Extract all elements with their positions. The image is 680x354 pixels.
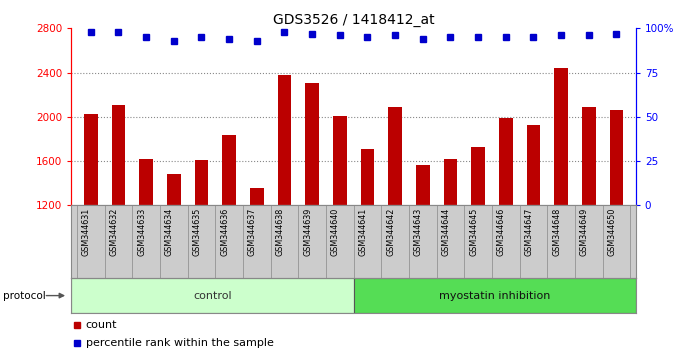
Text: GSM344633: GSM344633 bbox=[137, 207, 146, 256]
Bar bbox=[250, 188, 264, 205]
Bar bbox=[167, 174, 181, 205]
Bar bbox=[354, 278, 636, 313]
Text: count: count bbox=[86, 320, 117, 330]
Text: GSM344634: GSM344634 bbox=[165, 207, 174, 256]
Text: percentile rank within the sample: percentile rank within the sample bbox=[86, 338, 273, 348]
Bar bbox=[222, 135, 236, 205]
Text: GSM344635: GSM344635 bbox=[192, 207, 201, 256]
Text: GSM344648: GSM344648 bbox=[552, 207, 561, 256]
Text: GSM344645: GSM344645 bbox=[469, 207, 478, 256]
Bar bbox=[360, 149, 375, 205]
Text: GSM344649: GSM344649 bbox=[580, 207, 589, 256]
Text: GSM344637: GSM344637 bbox=[248, 207, 257, 256]
Bar bbox=[277, 75, 291, 205]
Text: GSM344650: GSM344650 bbox=[607, 207, 617, 256]
Text: GSM344631: GSM344631 bbox=[82, 207, 90, 256]
Text: GSM344642: GSM344642 bbox=[386, 207, 395, 256]
Bar bbox=[305, 82, 319, 205]
Text: GSM344644: GSM344644 bbox=[441, 207, 450, 256]
Bar bbox=[139, 159, 153, 205]
Text: GSM344636: GSM344636 bbox=[220, 207, 229, 256]
Bar bbox=[112, 105, 125, 205]
Text: GSM344647: GSM344647 bbox=[524, 207, 533, 256]
Bar bbox=[499, 118, 513, 205]
Bar bbox=[84, 114, 98, 205]
Text: GSM344640: GSM344640 bbox=[330, 207, 340, 256]
Text: GSM344646: GSM344646 bbox=[497, 207, 506, 256]
Bar bbox=[471, 147, 485, 205]
Bar bbox=[388, 107, 402, 205]
Bar bbox=[71, 278, 354, 313]
Bar bbox=[582, 107, 596, 205]
Bar bbox=[526, 125, 541, 205]
Bar bbox=[609, 110, 624, 205]
Text: protocol: protocol bbox=[3, 291, 46, 301]
Text: GSM344638: GSM344638 bbox=[275, 207, 284, 256]
Bar bbox=[443, 159, 458, 205]
Text: GSM344632: GSM344632 bbox=[109, 207, 118, 256]
Bar bbox=[554, 68, 568, 205]
Text: GSM344643: GSM344643 bbox=[413, 207, 423, 256]
Text: myostatin inhibition: myostatin inhibition bbox=[439, 291, 550, 301]
Bar bbox=[416, 165, 430, 205]
Text: GSM344641: GSM344641 bbox=[358, 207, 367, 256]
Bar bbox=[333, 116, 347, 205]
Text: GSM344639: GSM344639 bbox=[303, 207, 312, 256]
Title: GDS3526 / 1418412_at: GDS3526 / 1418412_at bbox=[273, 13, 435, 27]
Text: control: control bbox=[193, 291, 232, 301]
Bar bbox=[194, 160, 208, 205]
